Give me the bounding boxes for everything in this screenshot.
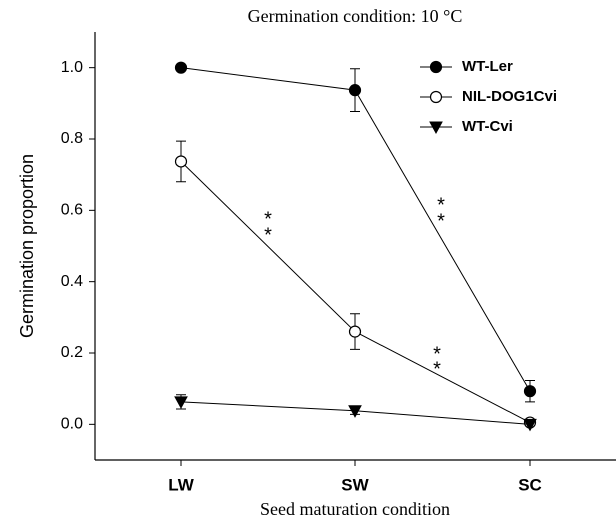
data-point: [348, 325, 362, 338]
legend-label: WT-Ler: [462, 58, 513, 75]
data-point: [174, 61, 188, 74]
annotation: *: [437, 194, 445, 216]
y-tick-label: 1.0: [61, 59, 83, 76]
data-point: [523, 385, 537, 398]
x-axis-label: Seed maturation condition: [260, 499, 450, 519]
y-tick-label: 0.8: [61, 130, 83, 147]
data-point: [348, 84, 362, 97]
legend-label: WT-Cvi: [462, 118, 513, 135]
data-point: [174, 155, 188, 168]
y-tick-label: 0.6: [61, 202, 83, 219]
y-axis-label: Germination proportion: [17, 154, 37, 338]
y-tick-label: 0.4: [61, 273, 83, 290]
x-tick-label: SW: [341, 475, 369, 494]
annotation: *: [433, 343, 441, 365]
x-tick-label: LW: [168, 475, 194, 494]
y-tick-label: 0.0: [61, 416, 83, 433]
data-point: [348, 405, 362, 418]
annotation: *: [433, 358, 441, 380]
series-line: [180, 161, 531, 423]
legend-marker: [429, 121, 443, 135]
annotation: *: [264, 224, 272, 246]
data-point: [523, 418, 537, 432]
y-tick-label: 0.2: [61, 344, 83, 361]
annotation: *: [264, 208, 272, 230]
legend-label: NIL-DOG1Cvi: [462, 88, 557, 105]
legend-marker: [429, 90, 443, 104]
x-tick-label: SC: [518, 475, 542, 494]
chart-title: Germination condition: 10 °C: [248, 6, 463, 26]
data-point: [174, 396, 188, 409]
annotation: *: [437, 210, 445, 232]
legend-marker: [429, 60, 443, 74]
